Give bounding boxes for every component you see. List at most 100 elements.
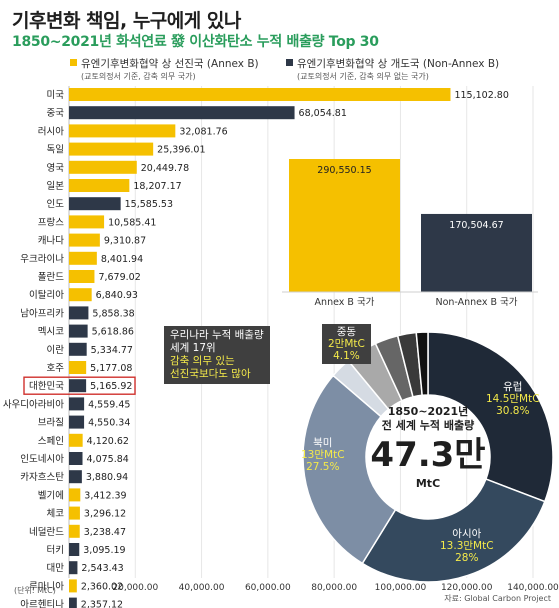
data-label: 2,360.02 <box>81 581 123 592</box>
y-tick-label: 일본 <box>47 181 65 192</box>
chart-title: 기후변화 책임, 누구에게 있나 <box>12 10 241 32</box>
bar <box>69 561 78 575</box>
bar <box>69 506 80 520</box>
data-label: 5,334.77 <box>91 345 133 356</box>
data-label: 18,207.17 <box>133 181 181 192</box>
donut-label-middle-east: 중동 2만MtC 4.1% <box>322 324 371 364</box>
chart-subtitle: 1850~2021년 화석연료 發 이산화탄소 누적 배출량 Top 30 <box>12 34 379 50</box>
y-tick-label: 네덜란드 <box>29 526 64 538</box>
bar <box>69 160 137 174</box>
callout-line-4: 선진국보다도 많아 <box>170 368 251 380</box>
bar <box>69 324 88 338</box>
donut-slice <box>302 374 397 565</box>
x-tick-label: 120,000.00 <box>441 583 493 593</box>
legend-label-non-annex-b: 유엔기후변화협약 상 개도국 (Non-Annex B) <box>297 58 500 70</box>
bar <box>69 233 100 247</box>
x-tick-label: 20,000.00 <box>112 583 158 593</box>
y-tick-label: 아르헨티나 <box>20 599 64 608</box>
donut-label-north-america: 북미 13만MtC 27.5% <box>301 437 345 473</box>
group-bar-value-label: 170,504.67 <box>449 220 503 231</box>
y-tick-label: 터키 <box>47 545 64 556</box>
y-tick-label: 인도 <box>47 199 65 210</box>
bar <box>69 433 83 447</box>
data-label: 3,238.47 <box>84 527 126 538</box>
highlight-box <box>23 376 136 395</box>
donut-label-north-america-pct: 27.5% <box>306 461 340 473</box>
group-bar <box>289 159 400 292</box>
bar <box>69 397 85 411</box>
y-tick-label: 대만 <box>47 563 65 574</box>
bar <box>69 106 295 120</box>
bar <box>69 524 80 538</box>
data-label: 2,357.12 <box>81 600 123 608</box>
data-label: 5,165.92 <box>90 381 132 392</box>
callout-line-1: 우리나라 누적 배출량 <box>170 329 264 341</box>
bar <box>69 179 130 192</box>
bar <box>69 197 121 211</box>
y-tick-label: 체코 <box>47 509 65 520</box>
data-label: 20,449.78 <box>141 163 189 174</box>
donut-center-line-1: 1850~2021년 <box>387 405 469 418</box>
bar <box>69 306 89 320</box>
x-tick-label: 40,000.00 <box>179 583 225 593</box>
bar <box>69 288 92 302</box>
data-label: 4,550.34 <box>88 418 130 429</box>
donut-label-asia-pct: 28% <box>455 552 479 564</box>
unit-note: (단위: MtC) <box>14 586 56 595</box>
legend-note-annex-b: (교토의정서 기준, 감축 의무 국가) <box>81 72 196 81</box>
y-tick-label: 루마니아 <box>29 581 64 592</box>
bar <box>69 270 95 283</box>
x-tick-label: 100,000.00 <box>375 583 427 593</box>
data-label: 6,840.93 <box>96 290 138 301</box>
data-label: 4,120.62 <box>87 436 129 447</box>
y-tick-label: 미국 <box>47 90 65 101</box>
data-label: 5,618.86 <box>92 327 134 338</box>
legend-note-non-annex-b: (교토의정서 기준, 감축 의무 없는 국가) <box>297 72 429 81</box>
data-label: 5,858.38 <box>92 308 134 319</box>
donut-center-label: 1850~2021년 전 세계 누적 배출량 47.3만 MtC <box>368 405 488 490</box>
donut-center-unit: MtC <box>415 477 441 490</box>
y-tick-label: 독일 <box>47 145 64 156</box>
data-label: 25,396.01 <box>157 145 205 156</box>
legend-swatch-annex-b <box>70 59 77 66</box>
legend-label-annex-b: 유엔기후변화협약 상 선진국 (Annex B) <box>81 58 259 70</box>
donut-label-europe-pct: 30.8% <box>496 405 530 417</box>
y-tick-label: 벨기에 <box>38 490 64 501</box>
y-tick-label: 이란 <box>47 344 65 356</box>
legend-annex-b: 유엔기후변화협약 상 선진국 (Annex B) (교토의정서 기준, 감축 의… <box>70 56 259 82</box>
data-label: 7,679.02 <box>98 272 140 283</box>
donut-label-middle-east-name: 중동 <box>336 326 357 338</box>
y-tick-label: 이탈리아 <box>29 289 64 301</box>
data-label: 15,585.53 <box>125 199 173 210</box>
donut-label-middle-east-value: 2만MtC <box>328 338 365 350</box>
donut-label-asia-value: 13.3만MtC <box>440 540 494 552</box>
data-label: 3,095.19 <box>83 545 125 556</box>
donut-slice <box>361 478 546 583</box>
y-tick-label: 스페인 <box>38 436 64 447</box>
donut-label-asia: 아시아 13.3만MtC 28% <box>440 528 494 564</box>
y-tick-label: 중국 <box>47 108 65 119</box>
data-label: 4,559.45 <box>88 399 130 410</box>
data-label: 8,401.94 <box>101 254 143 265</box>
y-tick-label: 사우디아라비아 <box>3 399 64 410</box>
donut-label-asia-name: 아시아 <box>452 528 482 540</box>
x-tick-label: 80,000.00 <box>311 583 357 593</box>
y-tick-label: 영국 <box>47 163 65 174</box>
data-label: 5,177.08 <box>90 363 132 374</box>
data-label: 4,075.84 <box>87 454 129 465</box>
donut-slice <box>427 331 554 503</box>
group-bar-category-label: Non-Annex B 국가 <box>435 297 517 308</box>
donut-center-line-2: 전 세계 누적 배출량 <box>381 419 475 432</box>
callout-line-3: 감축 의무 있는 <box>170 355 235 367</box>
donut-center-value: 47.3만 <box>370 435 486 475</box>
bar <box>69 342 87 356</box>
bar <box>69 379 87 393</box>
donut-label-north-america-value: 13만MtC <box>301 449 345 461</box>
group-bar-value-label: 290,550.15 <box>317 165 371 176</box>
legend-non-annex-b: 유엔기후변화협약 상 개도국 (Non-Annex B) (교토의정서 기준, … <box>286 56 499 82</box>
bar <box>69 415 85 429</box>
bar <box>69 142 154 156</box>
source-note: 자료: Global Carbon Project <box>444 594 551 603</box>
data-label: 2,543.43 <box>81 563 123 574</box>
